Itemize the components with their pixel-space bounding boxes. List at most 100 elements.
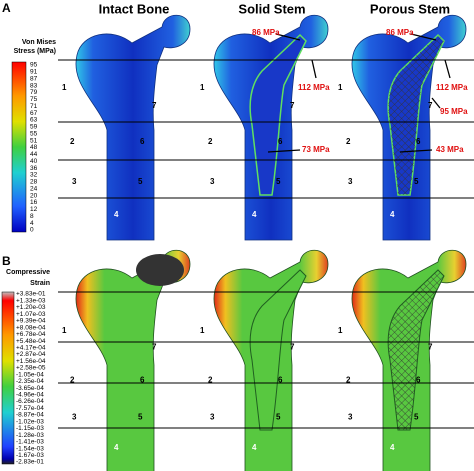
annotation: 73 MPa [302, 145, 330, 154]
zone-label: 5 [138, 413, 143, 422]
arrows [267, 33, 451, 153]
zone-label: 7 [428, 101, 433, 110]
colorbar-label: +6.78e-04 [16, 331, 46, 338]
colorbar-label: 83 [30, 82, 38, 89]
colorbar-label: 4 [30, 220, 34, 227]
zone-label: 2 [346, 376, 351, 385]
column-title: Porous Stem [370, 1, 450, 16]
zone-label: 6 [278, 137, 283, 146]
colorbar-label: -4.96e-04 [16, 392, 44, 399]
colorbar-label: 16 [30, 199, 38, 206]
colorbar-label: 63 [30, 117, 38, 124]
zone-label: 6 [140, 376, 145, 385]
colorbar-label: 79 [30, 89, 38, 96]
zone-label: 3 [72, 177, 77, 186]
zone-label: 2 [70, 137, 75, 146]
zone-label: 7 [152, 101, 157, 110]
colorbar-label: -1.41e-03 [16, 439, 44, 446]
colorbar-label: 67 [30, 110, 38, 117]
colorbar-label: 32 [30, 172, 38, 179]
colorbar [1, 291, 15, 465]
colorbar-label: 48 [30, 144, 38, 151]
colorbar-label: -2.83e-01 [16, 459, 44, 466]
colorbar-label: -8.87e-04 [16, 412, 44, 419]
zone-label: 4 [390, 210, 395, 219]
zone-label: 5 [414, 177, 419, 186]
zone-label: 1 [338, 83, 343, 92]
colorbar-label: -1.15e-03 [16, 425, 44, 432]
colorbar-label: 51 [30, 137, 38, 144]
column-title: Intact Bone [99, 1, 170, 16]
annotation: 112 MPa [436, 83, 468, 92]
zone-label: 1 [200, 83, 205, 92]
annotation: 95 MPa [440, 107, 468, 116]
zone-label: 7 [290, 101, 295, 110]
zone-label: 5 [414, 413, 419, 422]
colorbar-label: -1.05e-04 [16, 371, 44, 378]
zone-label: 1 [338, 326, 343, 335]
colorbar-title: Strain [30, 280, 50, 287]
colorbar-label: 36 [30, 165, 38, 172]
colorbar-label: 91 [30, 69, 38, 76]
zone-label: 3 [210, 177, 215, 186]
zone-label: 6 [416, 137, 421, 146]
panel-label: A [2, 1, 11, 15]
zone-label: 7 [428, 343, 433, 352]
colorbar-label: 28 [30, 179, 38, 186]
zone-label: 5 [276, 177, 281, 186]
zone-label: 4 [252, 210, 257, 219]
zone-label: 6 [416, 376, 421, 385]
colorbar-label: 44 [30, 151, 38, 158]
zone-label: 6 [278, 376, 283, 385]
colorbar-title: Von Mises [22, 39, 56, 46]
annotation: 86 MPa [386, 28, 414, 37]
zone-label: 7 [290, 343, 295, 352]
zone-label: 3 [72, 413, 77, 422]
zone-label: 4 [390, 443, 395, 452]
zone-label: 2 [208, 376, 213, 385]
zone-label: 7 [152, 343, 157, 352]
zone-label: 1 [62, 326, 67, 335]
colorbar-label: -6.26e-04 [16, 398, 44, 405]
colorbar-label: -1.54e-03 [16, 445, 44, 452]
zone-label: 1 [62, 83, 67, 92]
zone-label: 6 [140, 137, 145, 146]
colorbar-label: +5.48e-04 [16, 338, 46, 345]
colorbar-label: -1.28e-03 [16, 432, 44, 439]
annotation: 43 MPa [436, 145, 464, 154]
colorbar-label: -7.57e-04 [16, 405, 44, 412]
colorbar-label: -3.65e-04 [16, 385, 44, 392]
void [136, 254, 184, 286]
colorbar-label: 59 [30, 124, 38, 131]
colorbar-label: 40 [30, 158, 38, 165]
zone-label: 4 [114, 443, 119, 452]
colorbar-label: +3.83e-01 [16, 291, 46, 298]
column-title: Solid Stem [238, 1, 305, 16]
zone-label: 5 [276, 413, 281, 422]
colorbar-label: +8.08e-04 [16, 324, 46, 331]
zone-label: 2 [70, 376, 75, 385]
colorbar-label: +2.87e-04 [16, 351, 46, 358]
colorbar [11, 61, 27, 233]
colorbar-label: +1.20e-03 [16, 304, 46, 311]
zone-label: 4 [114, 210, 119, 219]
colorbar-label: -1.67e-03 [16, 452, 44, 459]
colorbar-label: -2.35e-04 [16, 378, 44, 385]
colorbar-label: +1.07e-03 [16, 311, 46, 318]
zone-lines [58, 291, 474, 429]
annotation: 112 MPa [298, 83, 330, 92]
colorbar-title: Stress (MPa) [14, 48, 56, 55]
femur-group [75, 14, 467, 241]
zone-label: 3 [348, 177, 353, 186]
zone-label: 3 [348, 413, 353, 422]
colorbar-label: 20 [30, 192, 38, 199]
zone-label: 4 [252, 443, 257, 452]
colorbar-label: 8 [30, 213, 34, 220]
zone-label: 2 [208, 137, 213, 146]
colorbar-label: 12 [30, 206, 38, 213]
colorbar-label: 24 [30, 185, 38, 192]
colorbar-label: 87 [30, 75, 38, 82]
colorbar-label: +1.56e-04 [16, 358, 46, 365]
colorbar-label: +4.17e-04 [16, 344, 46, 351]
